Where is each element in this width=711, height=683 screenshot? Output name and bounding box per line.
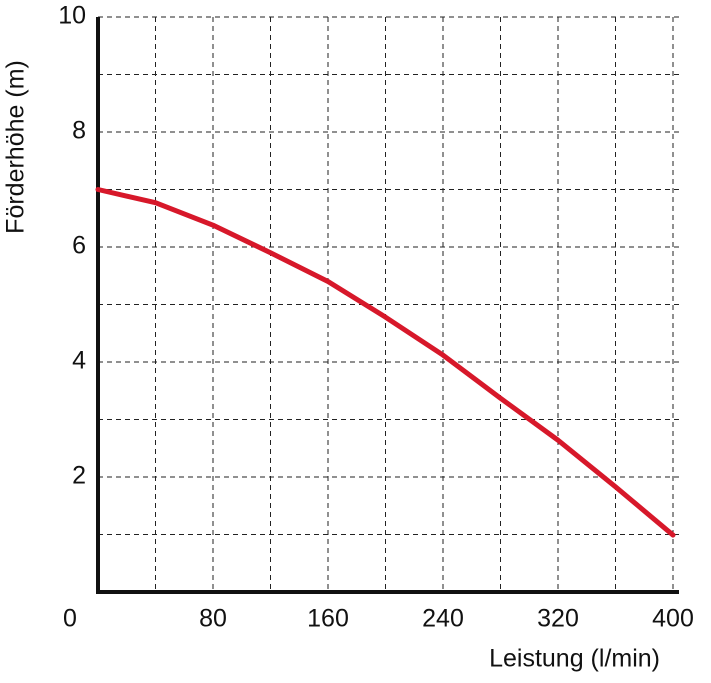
y-tick-label: 8 bbox=[72, 117, 86, 145]
x-tick-label: 80 bbox=[199, 605, 227, 633]
data-line bbox=[95, 187, 676, 538]
y-tick-label: 6 bbox=[72, 232, 86, 260]
x-tick-label: 160 bbox=[307, 605, 349, 633]
y-tick-label: 10 bbox=[58, 2, 86, 30]
x-axis-label: Leistung (l/min) bbox=[489, 645, 660, 673]
y-axis-label: Förderhöhe (m) bbox=[2, 60, 30, 234]
y-tick-label: 2 bbox=[72, 462, 86, 490]
x-tick-label: 320 bbox=[537, 605, 579, 633]
x-tick-label: 400 bbox=[652, 605, 694, 633]
x-tick-label: 0 bbox=[63, 605, 77, 633]
x-tick-label: 240 bbox=[422, 605, 464, 633]
y-tick-label: 4 bbox=[72, 347, 86, 375]
